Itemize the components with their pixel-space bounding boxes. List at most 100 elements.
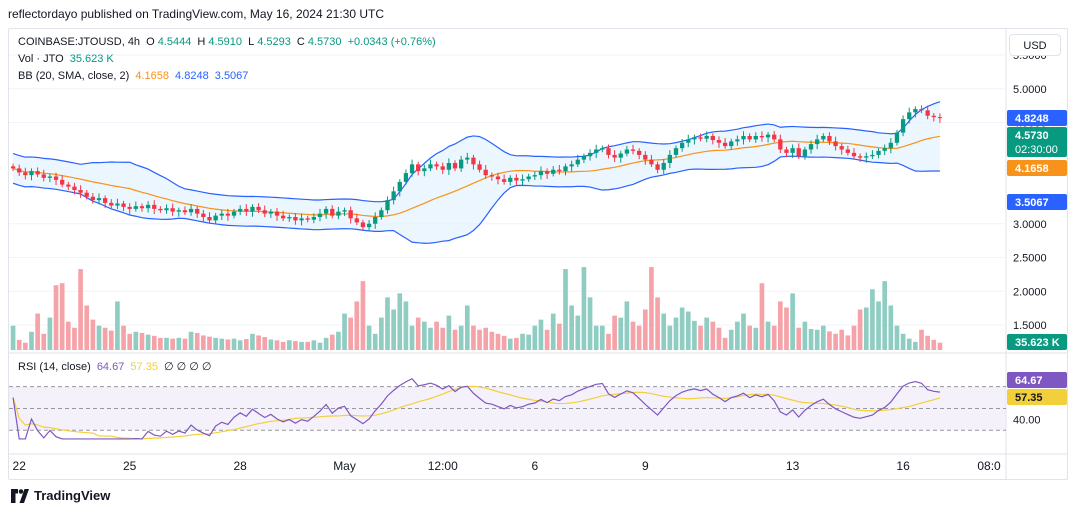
volume-bar: [391, 309, 396, 350]
tradingview-logo-icon: [11, 488, 29, 503]
volume-label[interactable]: Vol · JTO: [18, 53, 64, 65]
rsi-label[interactable]: RSI (14, close): [18, 361, 91, 373]
candle-body: [409, 164, 415, 174]
volume-bar: [458, 325, 464, 350]
volume-bar: [532, 325, 538, 350]
volume-bar: [293, 341, 298, 350]
candle-body: [612, 154, 617, 158]
candle-body: [821, 136, 826, 140]
candle-body: [452, 163, 458, 169]
candle-body: [201, 213, 206, 217]
candle-body: [90, 196, 96, 201]
volume-bar: [563, 269, 568, 350]
candle-body: [366, 223, 372, 228]
volume-bar: [919, 329, 924, 350]
volume-bar: [372, 333, 378, 350]
time-tick-label: May: [333, 459, 356, 473]
volume-bar: [35, 313, 40, 350]
candle-body: [716, 140, 722, 143]
volume-bar: [311, 340, 317, 350]
candle-body: [747, 136, 752, 140]
volume-bar: [661, 313, 667, 350]
candle-body: [624, 149, 630, 154]
volume-bar: [428, 327, 433, 350]
candle-body: [127, 206, 132, 209]
price-tag-bg: [1007, 127, 1067, 157]
volume-bar: [225, 339, 231, 350]
candle-body: [287, 217, 292, 219]
time-tick-label: 12:00: [428, 459, 458, 473]
candle-body: [465, 157, 470, 160]
candle-body: [735, 139, 740, 142]
candle-body: [342, 210, 347, 212]
candle-body: [422, 168, 427, 172]
candle-body: [47, 176, 53, 178]
volume-bar: [133, 331, 139, 350]
volume-bar: [894, 325, 900, 350]
candle-body: [815, 139, 820, 145]
volume-bar: [477, 329, 482, 350]
rsi-line: [12, 377, 941, 440]
open-value: 4.5444: [157, 36, 192, 48]
volume-bar: [827, 331, 832, 350]
candle-body: [84, 192, 89, 197]
candle-body: [753, 136, 758, 140]
candle-body: [514, 177, 519, 181]
volume-bar: [65, 321, 71, 350]
volume-bar: [655, 297, 660, 350]
volume-bar: [115, 301, 120, 350]
volume-bar: [446, 315, 452, 350]
volume-bar: [29, 331, 34, 350]
volume-bar: [170, 338, 175, 350]
volume-bar: [876, 301, 881, 350]
volume-bar: [145, 334, 151, 350]
candle-body: [238, 208, 243, 212]
candle-body: [827, 136, 832, 142]
candle-body: [600, 148, 605, 150]
volume-bar: [47, 317, 53, 350]
candle-body: [501, 179, 507, 182]
volume-bar: [256, 335, 261, 350]
candle-body: [459, 159, 464, 169]
candle-body: [802, 149, 808, 157]
volume-bar: [704, 317, 710, 350]
footer-brand[interactable]: TradingView: [10, 488, 110, 503]
volume-bar: [16, 339, 22, 350]
low-value: 4.5293: [257, 36, 291, 48]
candle-body: [268, 211, 274, 214]
candle-body: [305, 218, 310, 220]
candle-body: [373, 217, 378, 224]
candle-body: [397, 181, 402, 192]
candle-body: [53, 176, 59, 180]
symbol-label[interactable]: COINBASE:JTOUSD, 4h: [18, 36, 141, 48]
volume-bar: [262, 337, 268, 350]
candle-body: [741, 136, 746, 140]
candle-body: [532, 175, 537, 177]
volume-bar: [213, 337, 218, 350]
candle-body: [765, 134, 771, 138]
volume-bar: [41, 333, 47, 350]
rsi-legend: RSI (14, close) 64.67 57.35 ∅ ∅ ∅ ∅: [18, 360, 215, 373]
rsi-ma-tag-bg: [1007, 389, 1067, 405]
volume-bar: [158, 337, 163, 350]
volume-bar: [618, 317, 624, 350]
candle-body: [250, 206, 255, 212]
volume-bar: [913, 341, 918, 350]
volume-bar: [268, 339, 274, 350]
volume-bar: [624, 301, 630, 350]
volume-value: 35.623 K: [69, 53, 114, 65]
volume-bar: [348, 317, 354, 350]
candle-body: [348, 210, 353, 219]
bollinger-label[interactable]: BB (20, SMA, close, 2): [18, 70, 130, 82]
currency-button[interactable]: USD: [1009, 34, 1061, 56]
volume-bar: [151, 335, 157, 350]
price-tick-label: 2.5000: [1013, 253, 1047, 265]
candle-body: [323, 208, 329, 214]
volume-bar: [673, 317, 679, 350]
volume-bar: [722, 337, 728, 350]
volume-bar: [649, 267, 654, 350]
volume-bar: [127, 333, 133, 350]
volume-bar: [90, 319, 96, 350]
volume-bar: [317, 342, 323, 350]
